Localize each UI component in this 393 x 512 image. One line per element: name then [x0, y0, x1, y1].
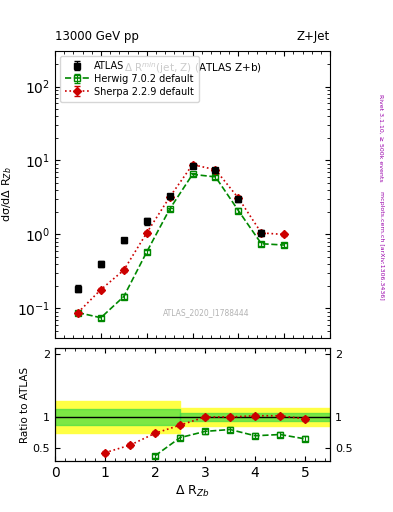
- Text: Z+Jet: Z+Jet: [297, 30, 330, 42]
- Text: Δ R$^{min}$(jet, Z) (ATLAS Z+b): Δ R$^{min}$(jet, Z) (ATLAS Z+b): [124, 60, 261, 76]
- Y-axis label: Ratio to ATLAS: Ratio to ATLAS: [20, 367, 30, 442]
- Text: mcplots.cern.ch [arXiv:1306.3436]: mcplots.cern.ch [arXiv:1306.3436]: [379, 191, 384, 300]
- Legend: ATLAS, Herwig 7.0.2 default, Sherpa 2.2.9 default: ATLAS, Herwig 7.0.2 default, Sherpa 2.2.…: [60, 56, 198, 101]
- Text: ATLAS_2020_I1788444: ATLAS_2020_I1788444: [163, 308, 250, 317]
- X-axis label: Δ R$_{Zb}$: Δ R$_{Zb}$: [175, 484, 210, 499]
- Text: 13000 GeV pp: 13000 GeV pp: [55, 30, 139, 42]
- Y-axis label: dσ/dΔ R$_{Zb}$: dσ/dΔ R$_{Zb}$: [0, 167, 14, 222]
- Text: Rivet 3.1.10, ≥ 500k events: Rivet 3.1.10, ≥ 500k events: [379, 94, 384, 182]
